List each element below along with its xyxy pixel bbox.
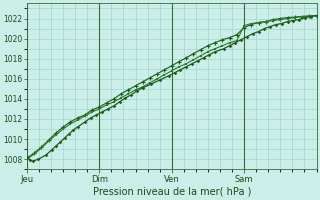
- X-axis label: Pression niveau de la mer( hPa ): Pression niveau de la mer( hPa ): [92, 187, 251, 197]
